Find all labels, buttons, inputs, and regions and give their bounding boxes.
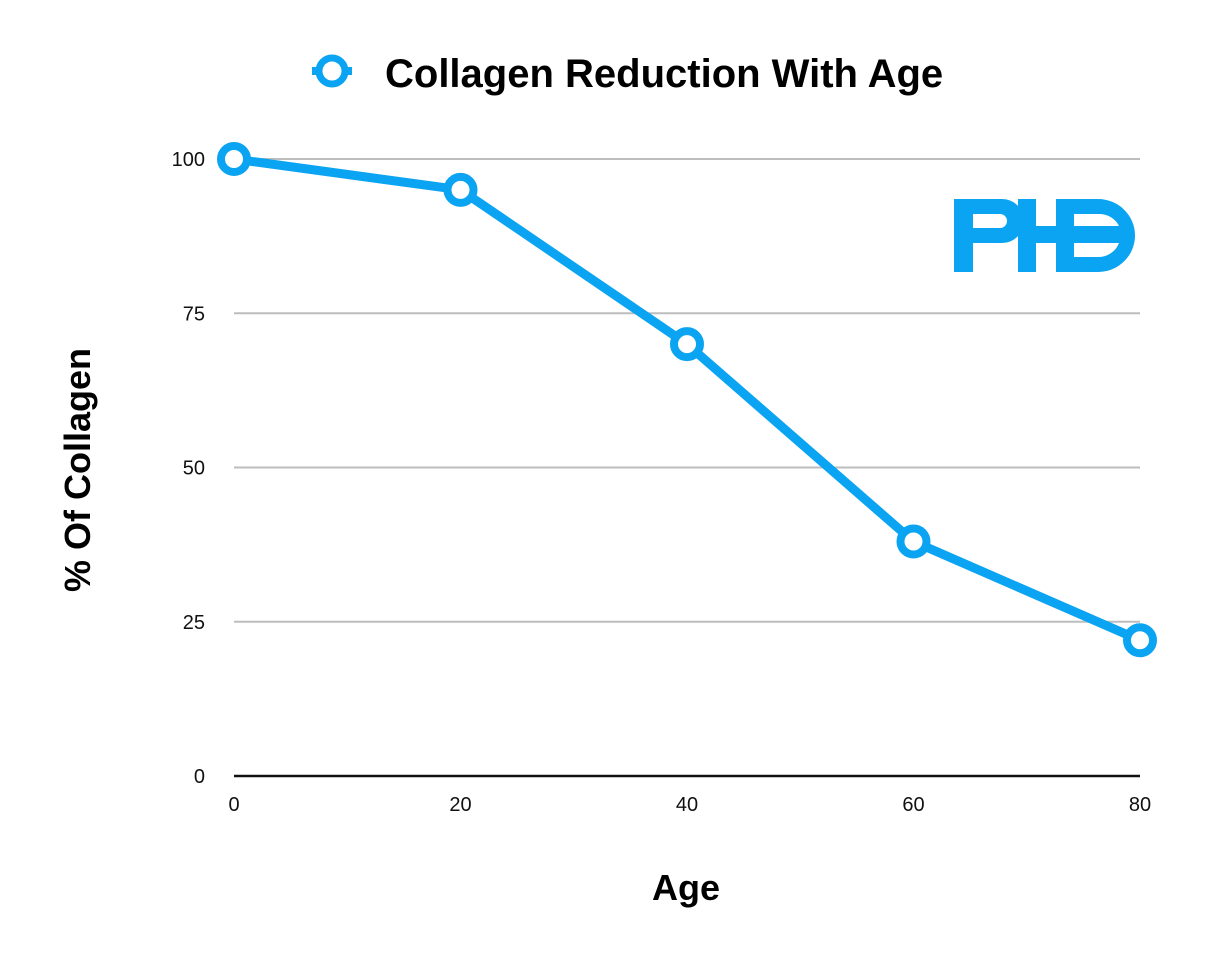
x-axis-ticks: 0 20 40 60 80 bbox=[228, 794, 1151, 816]
x-tick-label: 20 bbox=[449, 794, 471, 816]
data-point bbox=[1123, 623, 1157, 658]
y-tick-label: 75 bbox=[183, 303, 205, 325]
x-axis-title: Age bbox=[652, 867, 720, 908]
y-tick-label: 100 bbox=[172, 149, 205, 171]
gridlines bbox=[234, 158, 1140, 623]
series-collagen bbox=[217, 142, 1157, 658]
phd-logo bbox=[954, 199, 1135, 272]
y-axis-ticks: 0 25 50 75 100 bbox=[172, 149, 205, 788]
x-tick-label: 60 bbox=[902, 794, 924, 816]
x-tick-label: 40 bbox=[676, 794, 698, 816]
data-point bbox=[670, 327, 704, 362]
y-axis-title: % Of Collagen bbox=[57, 348, 98, 592]
legend-series-label: Collagen Reduction With Age bbox=[385, 52, 943, 96]
data-point bbox=[443, 172, 478, 207]
y-tick-label: 25 bbox=[183, 612, 205, 634]
data-point bbox=[896, 524, 931, 559]
legend: Collagen Reduction With Age bbox=[312, 52, 943, 96]
y-tick-label: 50 bbox=[183, 458, 205, 480]
data-point bbox=[217, 142, 251, 176]
x-tick-label: 0 bbox=[228, 794, 239, 816]
legend-marker-swatch bbox=[315, 54, 349, 88]
x-tick-label: 80 bbox=[1129, 794, 1151, 816]
y-tick-label: 0 bbox=[194, 766, 205, 788]
